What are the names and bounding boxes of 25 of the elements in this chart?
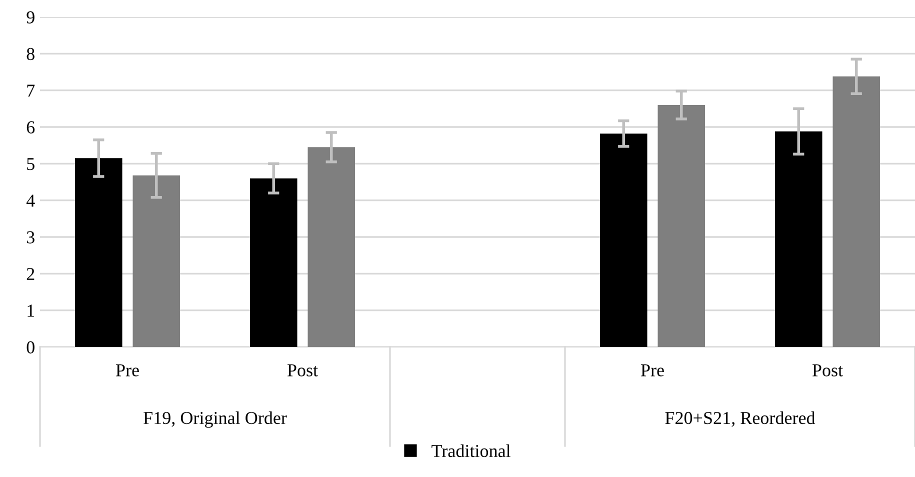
bar bbox=[658, 105, 705, 347]
text: F19, Original Order bbox=[144, 411, 287, 428]
bar bbox=[75, 158, 122, 347]
y-tick-label: 4 bbox=[26, 194, 35, 207]
text: F20+S21, Reordered bbox=[665, 411, 816, 427]
y-tick-label: 0 bbox=[26, 341, 34, 354]
y-tick-label: 3 bbox=[26, 231, 34, 244]
y-tick-label: 2 bbox=[26, 268, 34, 280]
x-tick-label: Pre bbox=[116, 364, 139, 376]
legend-label: Traditional bbox=[432, 444, 510, 458]
bar bbox=[600, 134, 648, 347]
y-tick-label: 9 bbox=[26, 11, 34, 24]
x-tick-label: Pre bbox=[640, 364, 664, 376]
bar bbox=[250, 178, 298, 347]
y-tick-label: 8 bbox=[26, 48, 34, 60]
y-tick-label: 5 bbox=[27, 158, 34, 170]
x-tick-label: Post bbox=[287, 364, 318, 376]
bar bbox=[775, 131, 822, 347]
y-tick-label: 7 bbox=[27, 84, 35, 97]
x-tick-label: Post bbox=[812, 364, 843, 376]
bar bbox=[132, 175, 180, 347]
bar bbox=[308, 147, 355, 347]
y-tick-label: 1 bbox=[28, 304, 34, 317]
bar bbox=[832, 76, 880, 347]
y-tick-label: 6 bbox=[26, 121, 35, 134]
